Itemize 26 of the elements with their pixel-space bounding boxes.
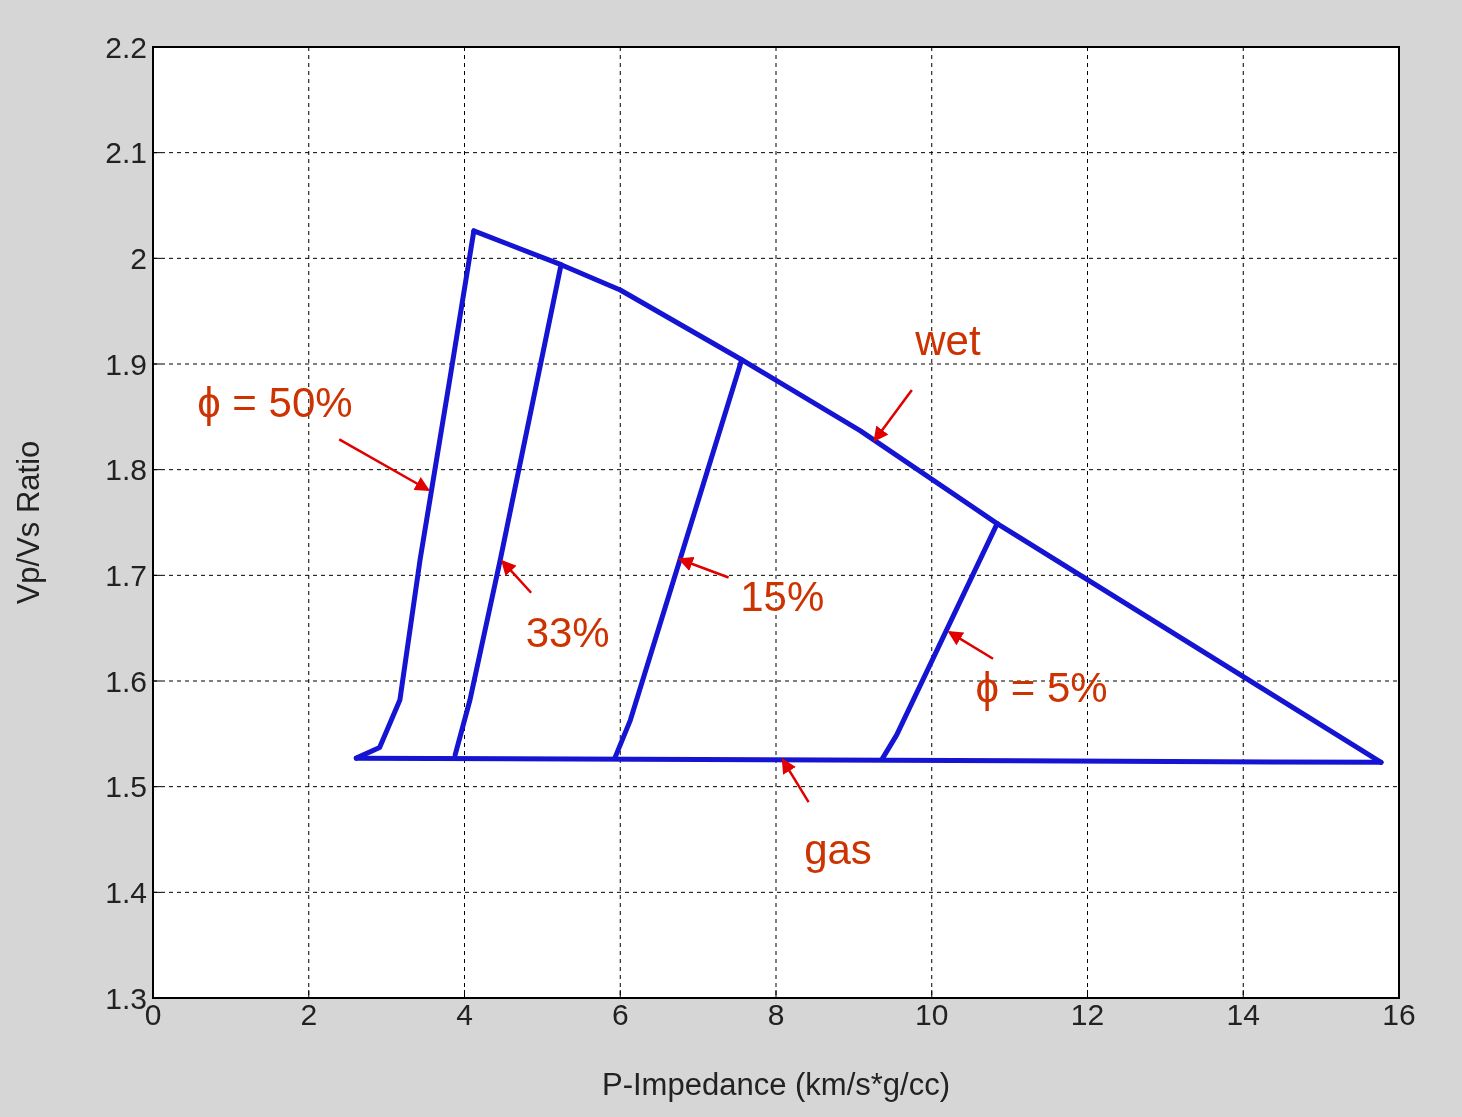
x-axis-title: P-Impedance (km/s*g/cc) [602, 1067, 950, 1102]
y-tick-label: 2.1 [105, 136, 147, 170]
annotation: 15% [740, 573, 825, 621]
x-tick-label: 4 [456, 998, 473, 1032]
y-tick-label: 1.4 [105, 875, 147, 909]
y-tick-label: 1.3 [105, 981, 147, 1015]
x-tick-label: 8 [767, 998, 785, 1032]
y-tick-label: 1.5 [105, 770, 147, 804]
x-tick-label: 14 [1226, 998, 1260, 1032]
y-tick-label: 2 [130, 241, 147, 275]
annotation: gas [804, 826, 872, 874]
y-tick-label: 2.2 [105, 30, 147, 64]
x-tick-label: 6 [611, 998, 629, 1032]
y-tick-label: 1.8 [105, 453, 147, 487]
x-tick-label: 2 [300, 998, 318, 1032]
y-tick-label: 1.7 [105, 558, 147, 592]
annotation: wet [914, 317, 981, 365]
y-tick-label: 1.6 [105, 664, 147, 698]
x-tick-label: 12 [1070, 998, 1105, 1032]
x-tick-label: 10 [915, 998, 949, 1032]
y-axis-title: Vp/Vs Ratio [11, 440, 47, 605]
x-tick-label: 16 [1382, 998, 1416, 1032]
annotation: ϕ = 50% [197, 378, 353, 426]
y-tick-label: 1.9 [105, 347, 147, 381]
annotation: ϕ = 5% [975, 664, 1108, 712]
annotation: 33% [525, 608, 610, 656]
